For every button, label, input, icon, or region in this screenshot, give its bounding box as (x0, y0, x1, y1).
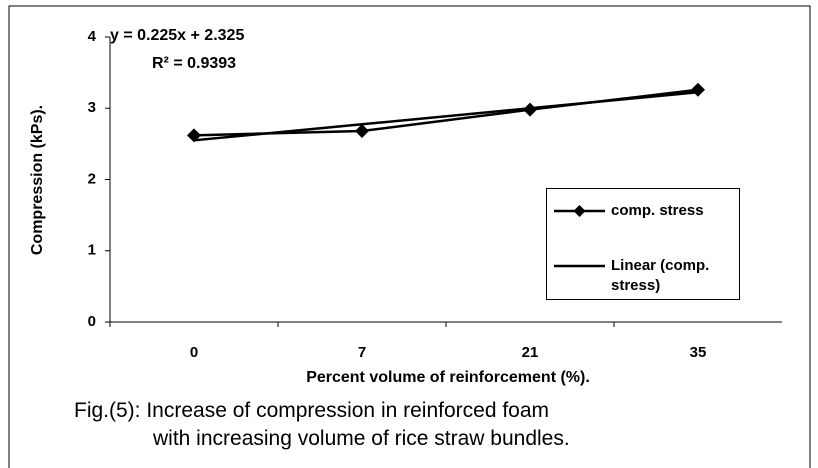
y-tick-label: 1 (88, 242, 96, 259)
data-point (355, 124, 369, 139)
data-point (691, 82, 705, 97)
x-tick-label: 0 (190, 344, 198, 361)
x-tick-label: 21 (522, 344, 539, 361)
caption-line: with increasing volume of rice straw bun… (153, 427, 570, 450)
caption-line: Fig.(5): Increase of compression in rein… (74, 399, 550, 422)
r-squared: R² = 0.9393 (152, 55, 236, 72)
equation: y = 0.225x + 2.325 (110, 27, 244, 44)
series-line (193, 88, 699, 137)
x-tick-label: 35 (690, 344, 707, 361)
legend-marker (573, 205, 586, 217)
legend-keys (554, 205, 605, 268)
y-tick-label: 0 (88, 313, 96, 330)
x-axis-title: Percent volume of reinforcement (%). (306, 369, 590, 386)
legend-label: comp. stress (611, 202, 704, 219)
y-tick-label: 3 (88, 99, 96, 116)
data-point (523, 102, 537, 117)
y-tick-label: 2 (88, 170, 96, 187)
legend-label: Linear (comp. stress) (611, 257, 710, 294)
data-point (187, 128, 201, 143)
y-axis-title: Compression (kPs). (29, 105, 46, 255)
frame (8, 5, 811, 468)
x-tick-label: 7 (358, 344, 366, 361)
y-tick-label: 4 (88, 28, 97, 45)
legend: comp. stress Linear (comp. stress) (546, 188, 740, 300)
